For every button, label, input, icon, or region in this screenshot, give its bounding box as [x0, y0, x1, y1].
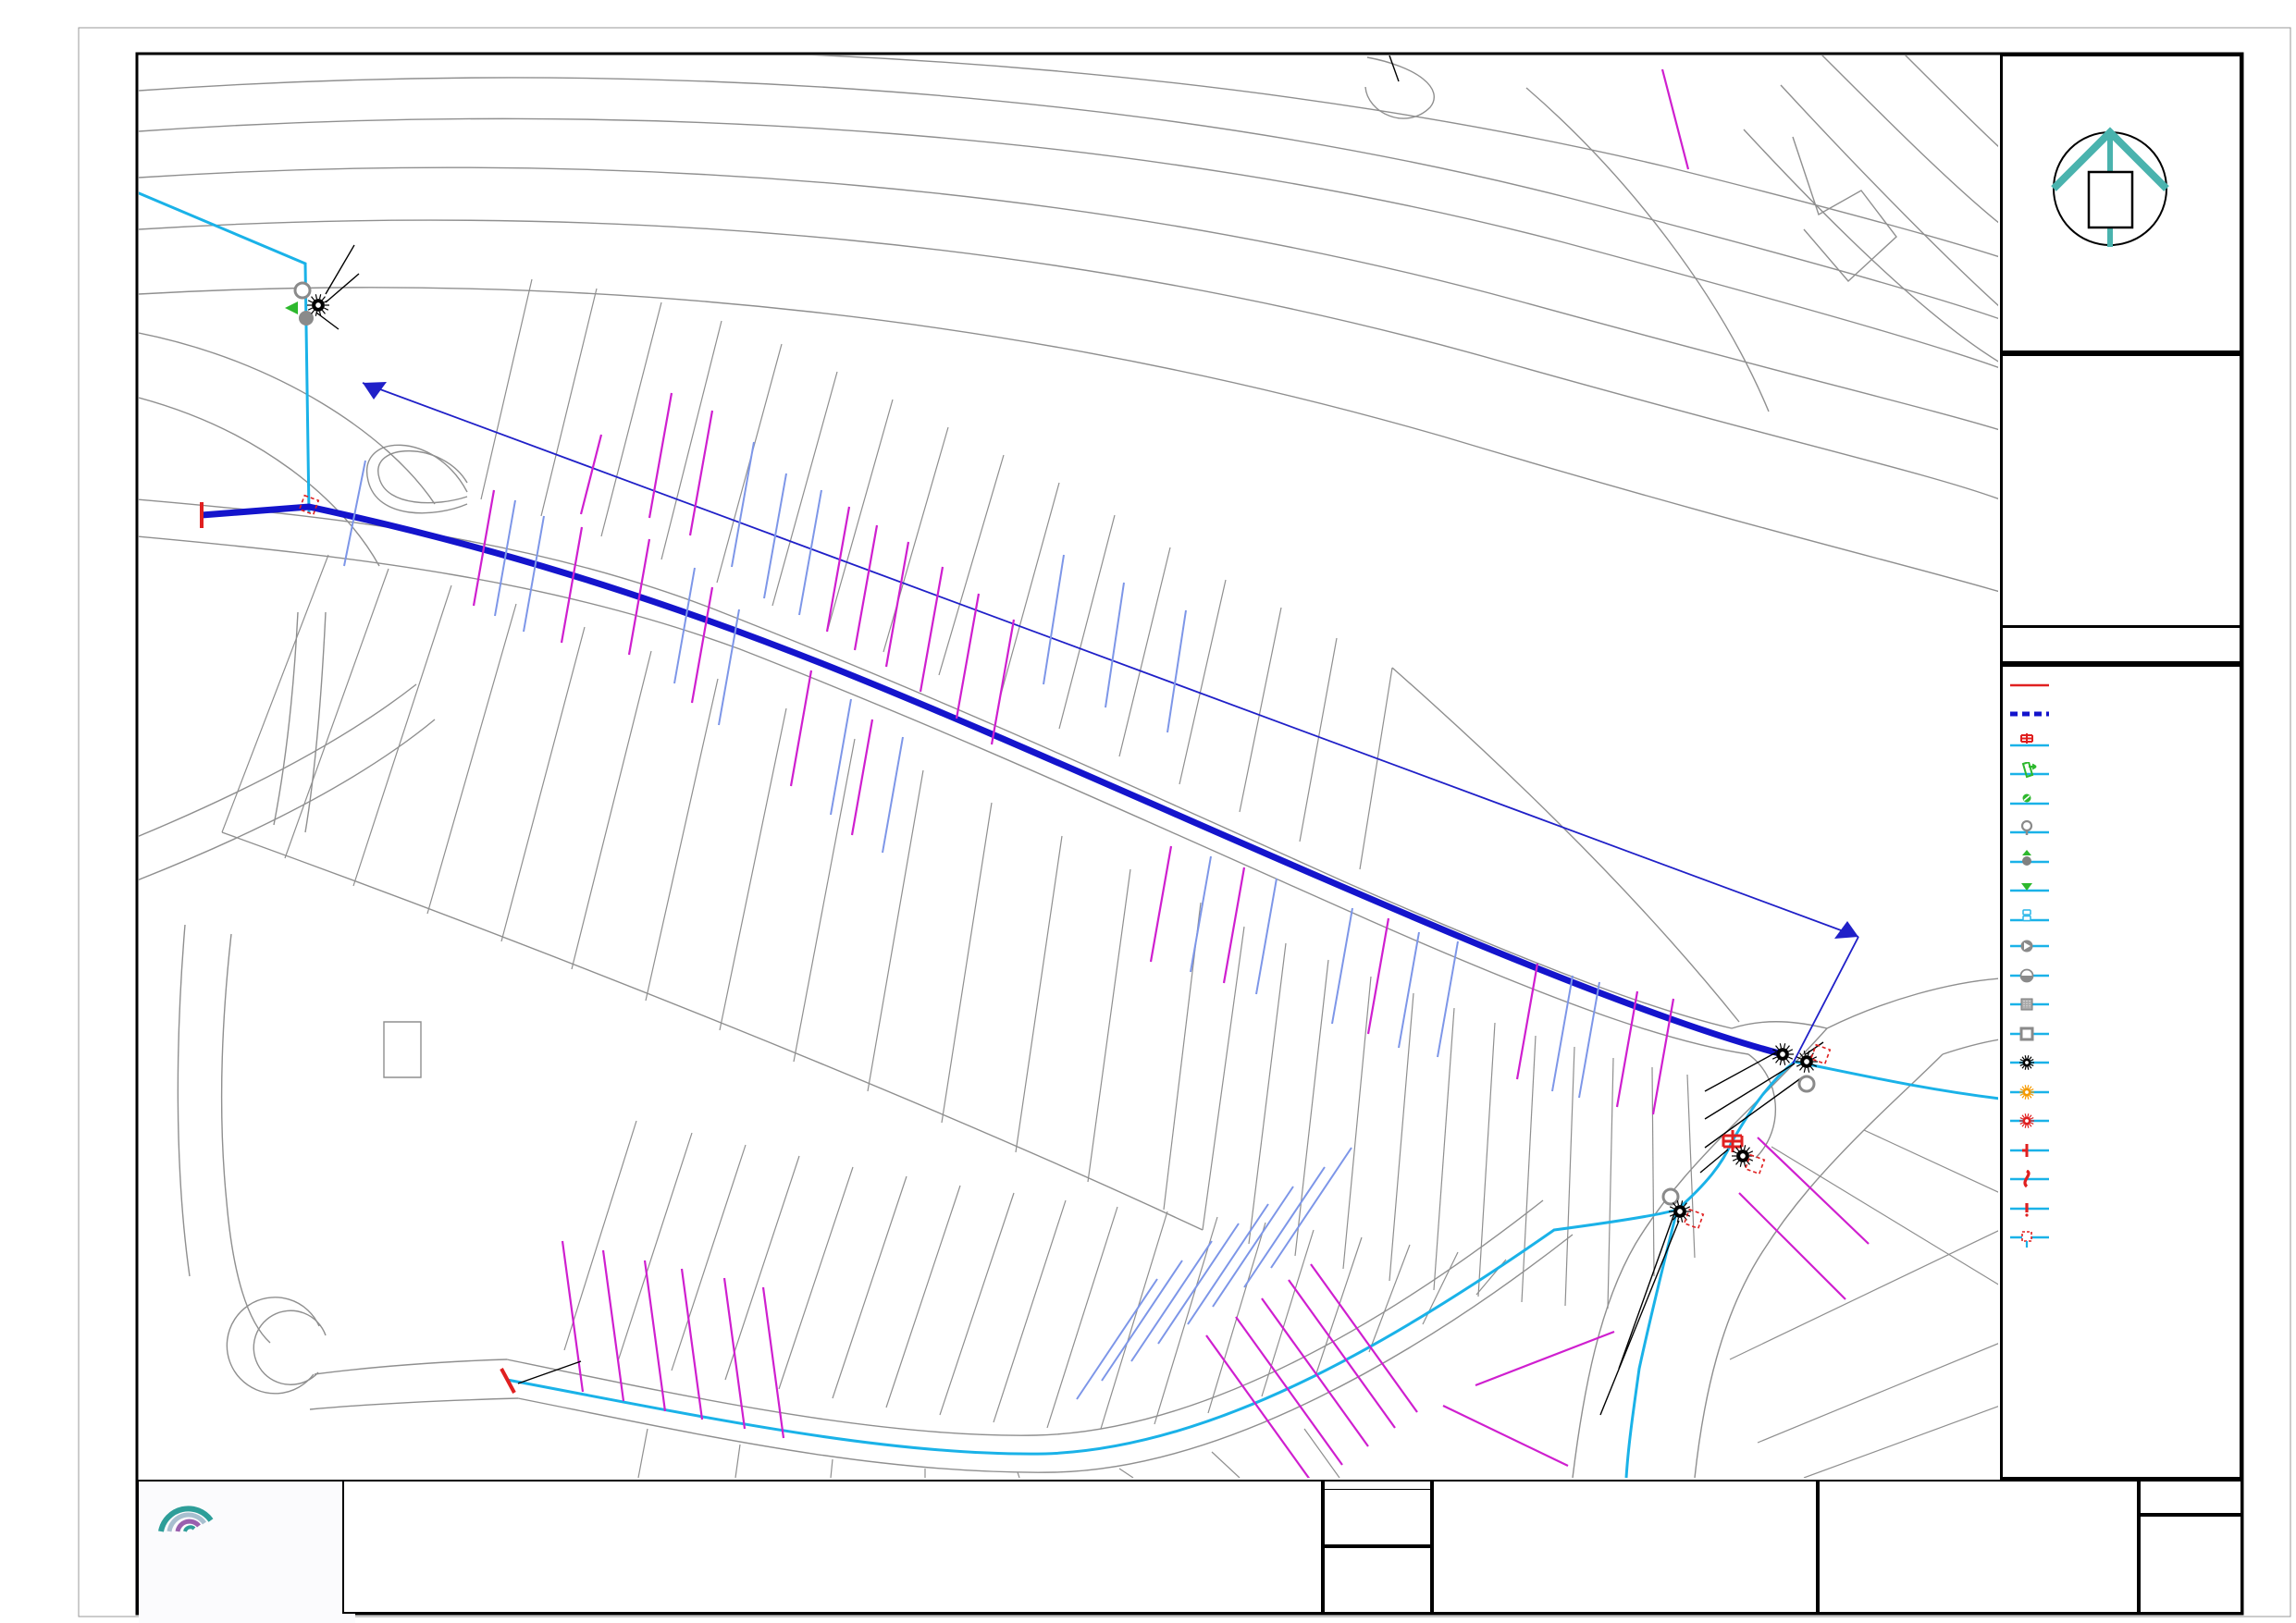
- desague-icon: [2010, 849, 2049, 866]
- titleblock-plano: [1818, 1480, 2139, 1614]
- legend-item: [2003, 1166, 2240, 1196]
- titleblock-num: [2139, 1480, 2242, 1515]
- retencion-icon: [2010, 968, 2049, 983]
- contador-icon: [2010, 1027, 2049, 1041]
- legend-material: [2003, 1311, 2240, 1341]
- boca-riego-icon: [2010, 793, 2049, 805]
- legend-material: [2003, 1283, 2240, 1312]
- titleblock-org: [342, 1480, 1323, 1614]
- legend-material: [2003, 1399, 2240, 1429]
- legend-item: [2003, 729, 2240, 758]
- legend-material: [2003, 1370, 2240, 1399]
- v-divisoria-icon: [2010, 1113, 2049, 1129]
- north-arrow: [2051, 127, 2169, 247]
- titleblock-hoja: [2139, 1515, 2242, 1614]
- legend-item: [2003, 700, 2240, 730]
- legend-item: [2003, 933, 2240, 963]
- nudo-final-icon: [2010, 1143, 2049, 1157]
- plano-label: [1820, 1482, 2137, 1485]
- map-linework: [139, 55, 1998, 1478]
- v-abierta-icon: [2010, 1055, 2049, 1071]
- legend-item: [2003, 758, 2240, 788]
- legend-item: [2003, 1108, 2240, 1137]
- legend-item: [2003, 845, 2240, 875]
- fecha-label: [1325, 1548, 1430, 1552]
- hidrante-icon: [2010, 732, 2049, 747]
- escala-label: [1325, 1482, 1430, 1485]
- legend-body: [2000, 664, 2242, 1480]
- blue-dash-icon: [2010, 711, 2049, 717]
- nudo-te-icon: [2010, 1231, 2049, 1248]
- legend-title-box: [2000, 625, 2242, 664]
- legend-item: [2003, 1224, 2240, 1254]
- legend-material: [2003, 1428, 2240, 1457]
- legend-item: [2003, 962, 2240, 991]
- titleblock-fecha: [1323, 1546, 1432, 1614]
- muestreo-icon: [2010, 909, 2049, 922]
- legend-material: [2003, 1253, 2240, 1283]
- legend-item: [2003, 817, 2240, 846]
- nudo-seccion-icon: [2010, 1170, 2049, 1188]
- titleblock-proyecto: [1432, 1480, 1818, 1614]
- logo-arcs-icon: [158, 1506, 214, 1532]
- purga-icon: [2010, 762, 2049, 779]
- proyecto-label: [1434, 1482, 1816, 1485]
- hoja-label: [2141, 1517, 2240, 1520]
- v-cerrada-icon: [2010, 1084, 2049, 1100]
- filtro-icon: [2010, 998, 2049, 1011]
- vrp-icon: [2010, 940, 2049, 953]
- legend-item: [2003, 875, 2240, 904]
- legend-item: [2003, 1078, 2240, 1108]
- legend-item: [2003, 1020, 2240, 1050]
- legend-item: [2003, 1195, 2240, 1224]
- legend-material: [2003, 1341, 2240, 1371]
- legend-item: [2003, 1137, 2240, 1166]
- original-format: [1325, 1489, 1430, 1490]
- canal-isabel-logo: [139, 1482, 355, 1623]
- nudo-material-icon: [2010, 1202, 2049, 1217]
- empty-panel: [2000, 353, 2242, 642]
- north-panel: [2000, 54, 2242, 353]
- legend-item: [2003, 670, 2240, 700]
- titleblock-logo: [137, 1480, 355, 1623]
- legend-item: [2003, 904, 2240, 933]
- ventosa-icon: [2010, 820, 2049, 836]
- fuente-icon: [2010, 883, 2049, 892]
- legend-item: [2003, 991, 2240, 1021]
- titleblock-escala: [1323, 1480, 1432, 1546]
- red-line-icon: [2010, 683, 2049, 686]
- num-label: [2141, 1482, 2146, 1485]
- legend-item: [2003, 1050, 2240, 1079]
- legend-item: [2003, 787, 2240, 817]
